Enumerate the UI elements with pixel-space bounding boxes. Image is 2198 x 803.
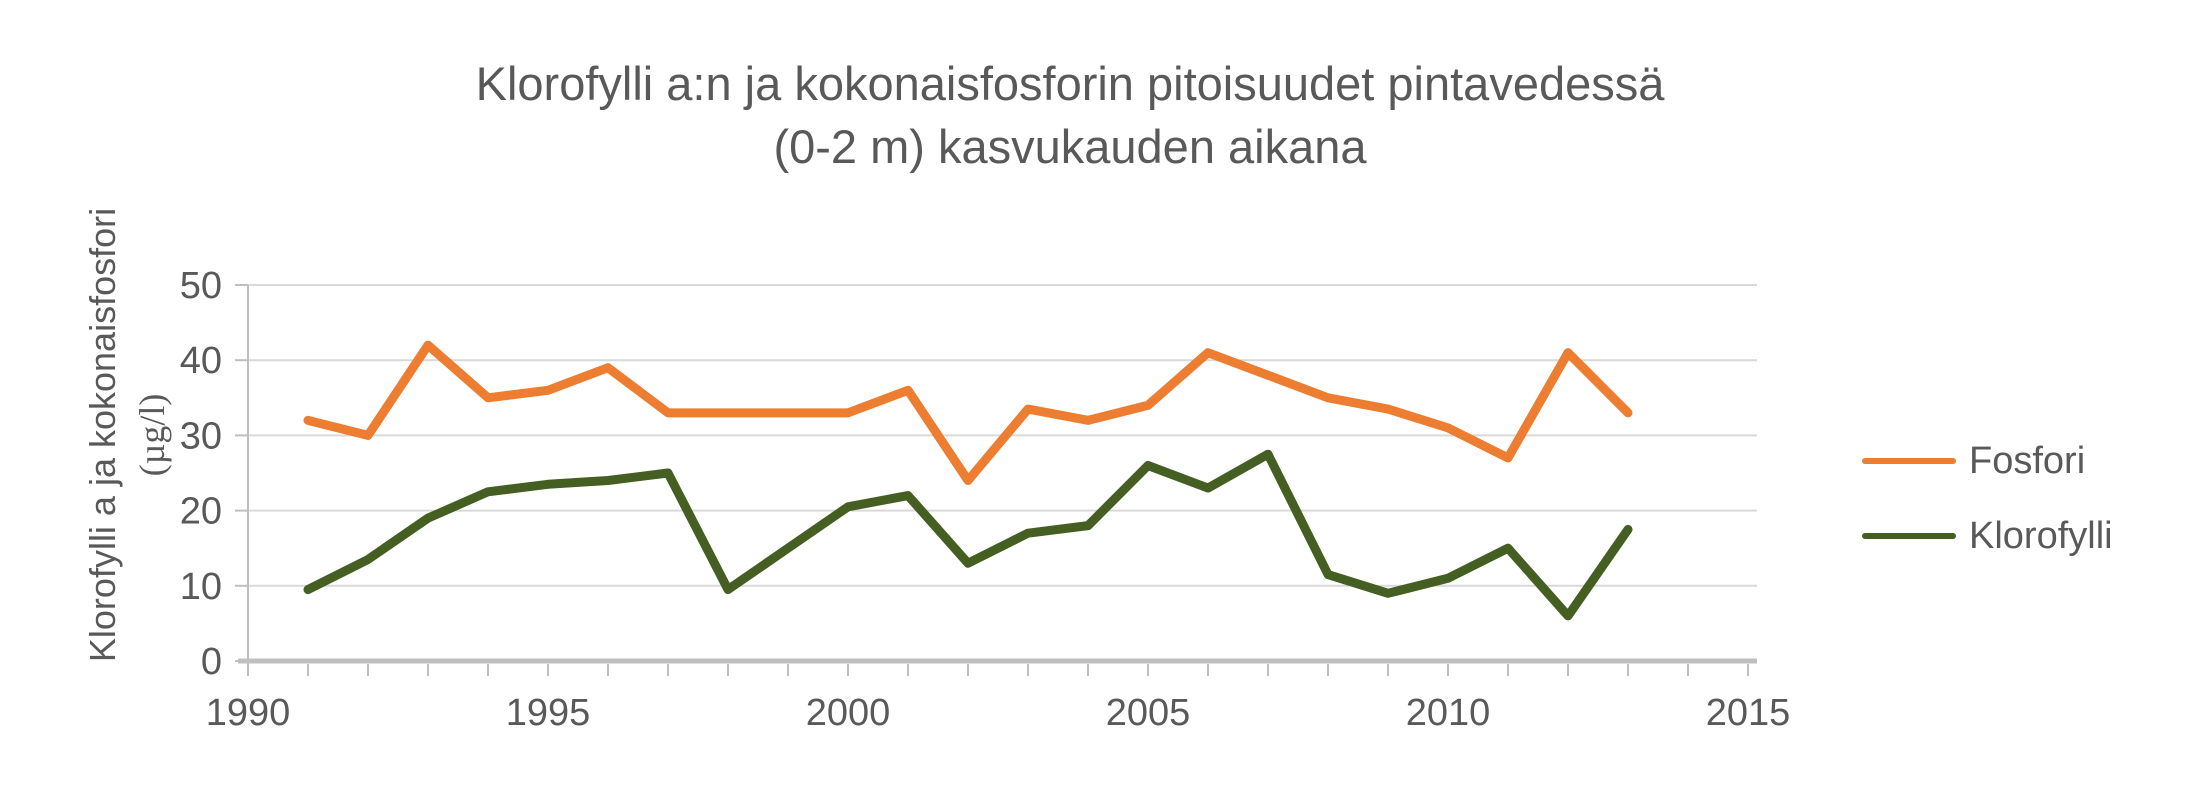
y-tick-label: 10 xyxy=(180,566,222,608)
x-tick-label: 1995 xyxy=(506,692,591,734)
legend-item-fosfori: Fosfori xyxy=(1862,436,2113,486)
y-tick-label: 0 xyxy=(201,641,222,683)
x-tick-label: 2005 xyxy=(1106,692,1191,734)
legend-item-klorofylli: Klorofylli xyxy=(1862,511,2113,561)
y-tick-label: 40 xyxy=(180,340,222,382)
x-tick-label: 2000 xyxy=(806,692,891,734)
x-tick-label: 2010 xyxy=(1406,692,1491,734)
y-tick-label: 50 xyxy=(180,265,222,307)
chart-title: Klorofylli a:n ja kokonaisfosforin pitoi… xyxy=(40,52,2100,178)
legend: Fosfori Klorofylli xyxy=(1862,436,2113,561)
fosfori-line-swatch xyxy=(1862,458,1956,464)
x-tick-label: 1990 xyxy=(206,692,291,734)
klorofylli-line xyxy=(303,449,1633,621)
klorofylli-line-swatch xyxy=(1862,533,1956,539)
x-tick-label: 2015 xyxy=(1706,692,1791,734)
legend-label-fosfori: Fosfori xyxy=(1969,439,2086,482)
chart-title-line2: (0-2 m) kasvukauden aikana xyxy=(773,120,1367,173)
fosfori-line xyxy=(303,340,1633,486)
y-tick-label: 30 xyxy=(180,415,222,457)
y-tick-label: 20 xyxy=(180,491,222,533)
chart-title-line1: Klorofylli a:n ja kokonaisfosforin pitoi… xyxy=(475,57,1665,110)
legend-label-klorofylli: Klorofylli xyxy=(1969,514,2113,557)
